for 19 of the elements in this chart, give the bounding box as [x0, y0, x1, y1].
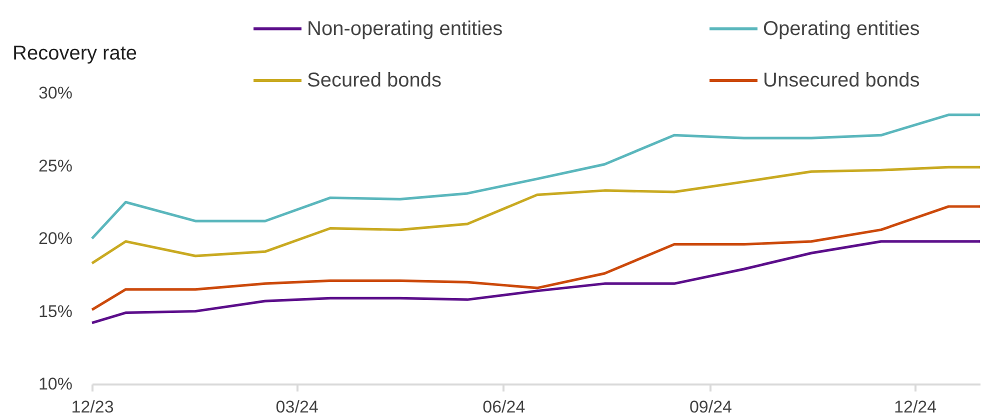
line-series — [90, 114, 982, 240]
x-tick-label: 12/24 — [894, 398, 937, 416]
x-tick-label: 12/23 — [71, 398, 114, 416]
legend-label: Secured bonds — [307, 70, 442, 92]
y-tick-label: 15% — [38, 302, 72, 321]
y-tick-label: 20% — [38, 229, 72, 248]
y-tick-label: 10% — [38, 374, 72, 394]
y-axis-title: Recovery rate — [12, 42, 137, 64]
x-tick-label: 06/24 — [482, 398, 526, 416]
y-tick-label: 30% — [38, 84, 72, 102]
legend-label: Non-operating entities — [307, 18, 503, 40]
line-series — [90, 205, 982, 312]
line-series — [90, 166, 982, 265]
line-series — [90, 240, 982, 324]
y-tick-label: 25% — [38, 156, 72, 176]
legend-label: Unsecured bonds — [763, 70, 920, 92]
legend-label: Operating entities — [763, 18, 920, 40]
x-tick-label: 09/24 — [689, 398, 732, 416]
x-tick-label: 03/24 — [276, 398, 318, 416]
